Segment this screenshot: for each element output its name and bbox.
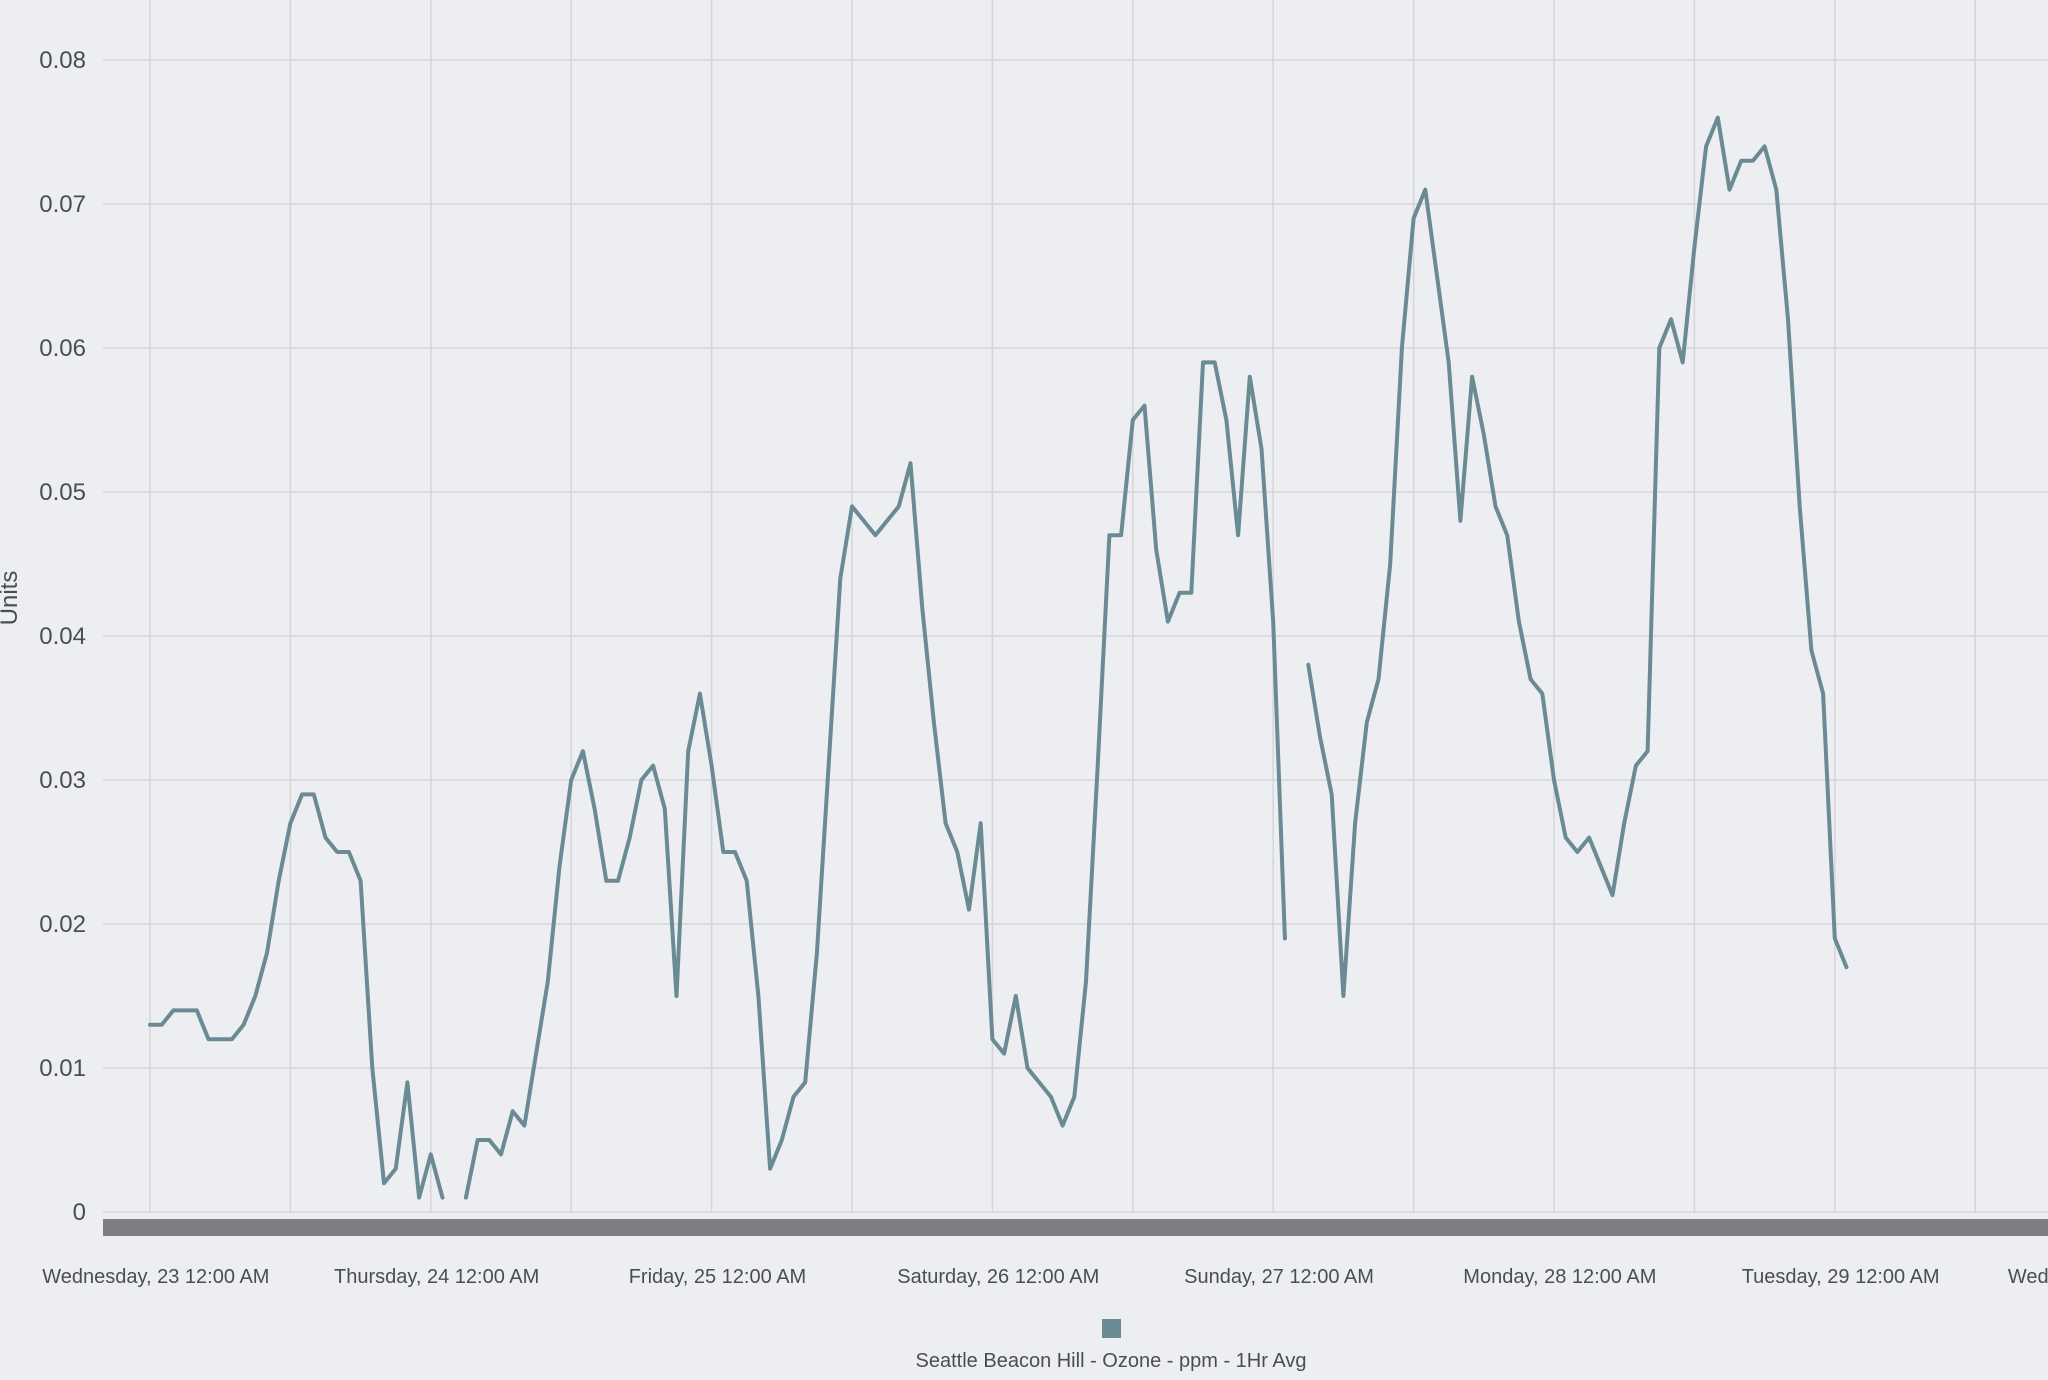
y-tick-label: 0.03: [39, 767, 86, 794]
x-tick-label: Monday, 28 12:00 AM: [1463, 1266, 1656, 1288]
y-tick-label: 0.01: [39, 1055, 86, 1082]
y-tick-label: 0.04: [39, 623, 86, 650]
x-axis-tick-labels: Wednesday, 23 12:00 AM Thursday, 24 12:00…: [42, 1266, 2048, 1288]
series-line-segment[interactable]: [1306, 115, 1849, 998]
x-tick-label: Friday, 25 12:00 AM: [629, 1266, 807, 1288]
y-axis-title: Units: [0, 571, 23, 626]
y-tick-label: 0.02: [39, 911, 86, 938]
series-line-segment[interactable]: [148, 792, 445, 1200]
series-layer: [148, 115, 1849, 1200]
x-tick-label: Thursday, 24 12:00 AM: [334, 1266, 539, 1288]
x-tick-label: Saturday, 26 12:00 AM: [897, 1266, 1099, 1288]
legend-swatch[interactable]: [1102, 1319, 1121, 1338]
legend-label[interactable]: Seattle Beacon Hill - Ozone - ppm - 1Hr …: [916, 1350, 1307, 1372]
x-tick-label: Tuesday, 29 12:00 AM: [1742, 1266, 1940, 1288]
y-tick-label: 0.06: [39, 335, 86, 362]
navigator-scrollbar[interactable]: [103, 1219, 2048, 1236]
series-line-segment[interactable]: [463, 360, 1287, 1200]
y-tick-label: 0: [73, 1199, 86, 1226]
y-tick-label: 0.08: [39, 47, 86, 74]
vertical-gridlines: [149, 0, 1976, 1212]
x-tick-label: Sunday, 27 12:00 AM: [1184, 1266, 1374, 1288]
horizontal-gridlines: [103, 59, 2048, 1213]
y-tick-label: 0.05: [39, 479, 86, 506]
x-tick-label: Wednesday, 23 12:00 AM: [42, 1266, 269, 1288]
y-tick-label: 0.07: [39, 191, 86, 218]
legend[interactable]: Seattle Beacon Hill - Ozone - ppm - 1Hr …: [916, 1319, 1307, 1372]
y-axis-tick-labels: 0 0.01 0.02 0.03 0.04 0.05 0.06 0.07 0.08: [39, 47, 86, 1226]
x-tick-label: Wednesday, 30 12:00 AM: [2008, 1266, 2048, 1288]
